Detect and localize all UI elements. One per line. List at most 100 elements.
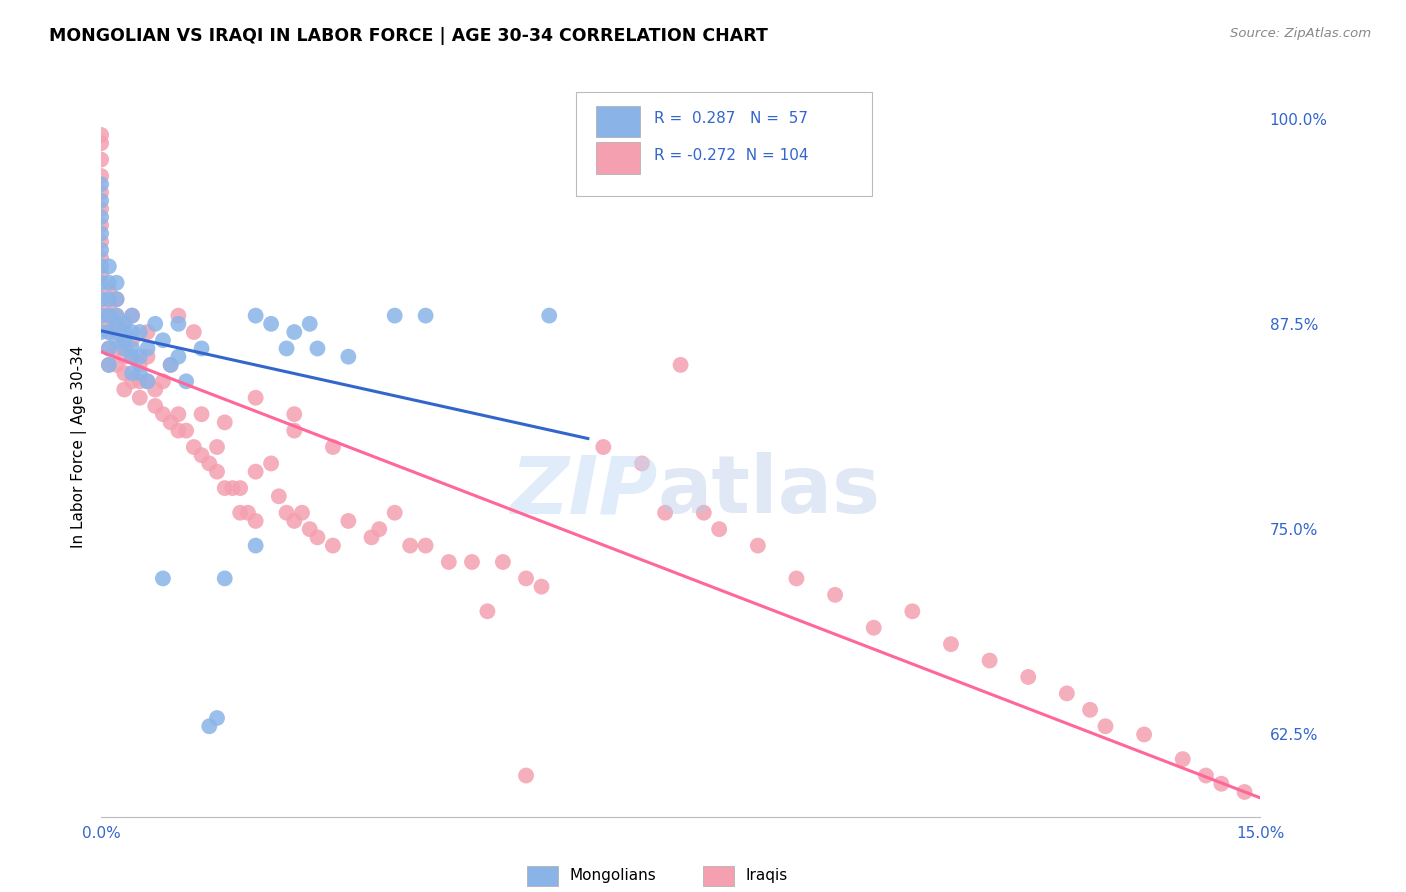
Point <box>121 350 143 364</box>
Point <box>90 235 112 249</box>
Point <box>105 358 128 372</box>
Point <box>785 571 807 585</box>
Point <box>136 374 159 388</box>
Point <box>322 440 344 454</box>
Point <box>90 251 112 265</box>
Point <box>515 571 537 585</box>
Point <box>97 292 120 306</box>
Point <box>90 268 112 282</box>
Point <box>128 391 150 405</box>
Point <box>112 333 135 347</box>
Point <box>121 342 143 356</box>
Point <box>152 333 174 347</box>
Point <box>105 325 128 339</box>
Point <box>1233 785 1256 799</box>
Point <box>368 522 391 536</box>
Point <box>260 457 283 471</box>
Point <box>128 374 150 388</box>
Point <box>97 342 120 356</box>
Point <box>105 309 128 323</box>
Point <box>90 276 112 290</box>
Point <box>112 317 135 331</box>
Point <box>90 194 112 208</box>
Point <box>90 136 112 150</box>
Text: R = -0.272  N = 104: R = -0.272 N = 104 <box>654 147 808 162</box>
Point <box>90 325 112 339</box>
Point <box>631 457 654 471</box>
Point <box>112 325 135 339</box>
Point <box>152 571 174 585</box>
Point <box>121 309 143 323</box>
Point <box>1133 727 1156 741</box>
Point <box>112 333 135 347</box>
Point <box>307 342 329 356</box>
Point <box>105 317 128 331</box>
Point <box>415 309 437 323</box>
Point <box>97 284 120 298</box>
Point <box>245 465 267 479</box>
Point <box>669 358 692 372</box>
Point <box>90 202 112 216</box>
Point <box>654 506 676 520</box>
Point <box>709 522 731 536</box>
Point <box>276 506 298 520</box>
Text: R =  0.287   N =  57: R = 0.287 N = 57 <box>654 111 808 126</box>
Point <box>901 604 924 618</box>
Point <box>152 407 174 421</box>
Point <box>538 309 561 323</box>
Point <box>90 153 112 167</box>
Point <box>97 317 120 331</box>
Point <box>283 424 305 438</box>
Point <box>167 309 190 323</box>
Point <box>90 219 112 233</box>
Point <box>121 333 143 347</box>
Point <box>90 243 112 257</box>
Point <box>128 325 150 339</box>
Point <box>322 539 344 553</box>
Point <box>97 260 120 274</box>
Point <box>90 309 112 323</box>
Point <box>97 301 120 315</box>
Point <box>105 292 128 306</box>
Point <box>1056 686 1078 700</box>
Point <box>97 325 120 339</box>
Point <box>143 317 166 331</box>
Point <box>276 342 298 356</box>
Point <box>97 309 120 323</box>
Point <box>90 186 112 200</box>
FancyBboxPatch shape <box>576 92 872 195</box>
Point <box>214 416 236 430</box>
Point <box>128 350 150 364</box>
Text: MONGOLIAN VS IRAQI IN LABOR FORCE | AGE 30-34 CORRELATION CHART: MONGOLIAN VS IRAQI IN LABOR FORCE | AGE … <box>49 27 768 45</box>
Point <box>90 128 112 142</box>
Point <box>384 506 406 520</box>
Point <box>112 317 135 331</box>
Point <box>492 555 515 569</box>
Point <box>159 358 181 372</box>
Point <box>174 374 197 388</box>
Point <box>747 539 769 553</box>
Point <box>121 366 143 380</box>
Point <box>112 366 135 380</box>
Point <box>143 399 166 413</box>
Point <box>245 391 267 405</box>
Point <box>121 309 143 323</box>
Point <box>979 654 1001 668</box>
FancyBboxPatch shape <box>596 143 640 174</box>
Point <box>174 424 197 438</box>
Point <box>190 448 212 462</box>
Point <box>105 317 128 331</box>
Point <box>90 227 112 241</box>
Point <box>167 350 190 364</box>
Point <box>283 514 305 528</box>
Point <box>90 260 112 274</box>
Point <box>337 514 360 528</box>
Point <box>291 506 314 520</box>
Point <box>221 481 243 495</box>
Point <box>1195 768 1218 782</box>
Point <box>121 374 143 388</box>
Text: Mongolians: Mongolians <box>569 869 657 883</box>
Point <box>214 481 236 495</box>
Point <box>190 407 212 421</box>
Point <box>105 342 128 356</box>
